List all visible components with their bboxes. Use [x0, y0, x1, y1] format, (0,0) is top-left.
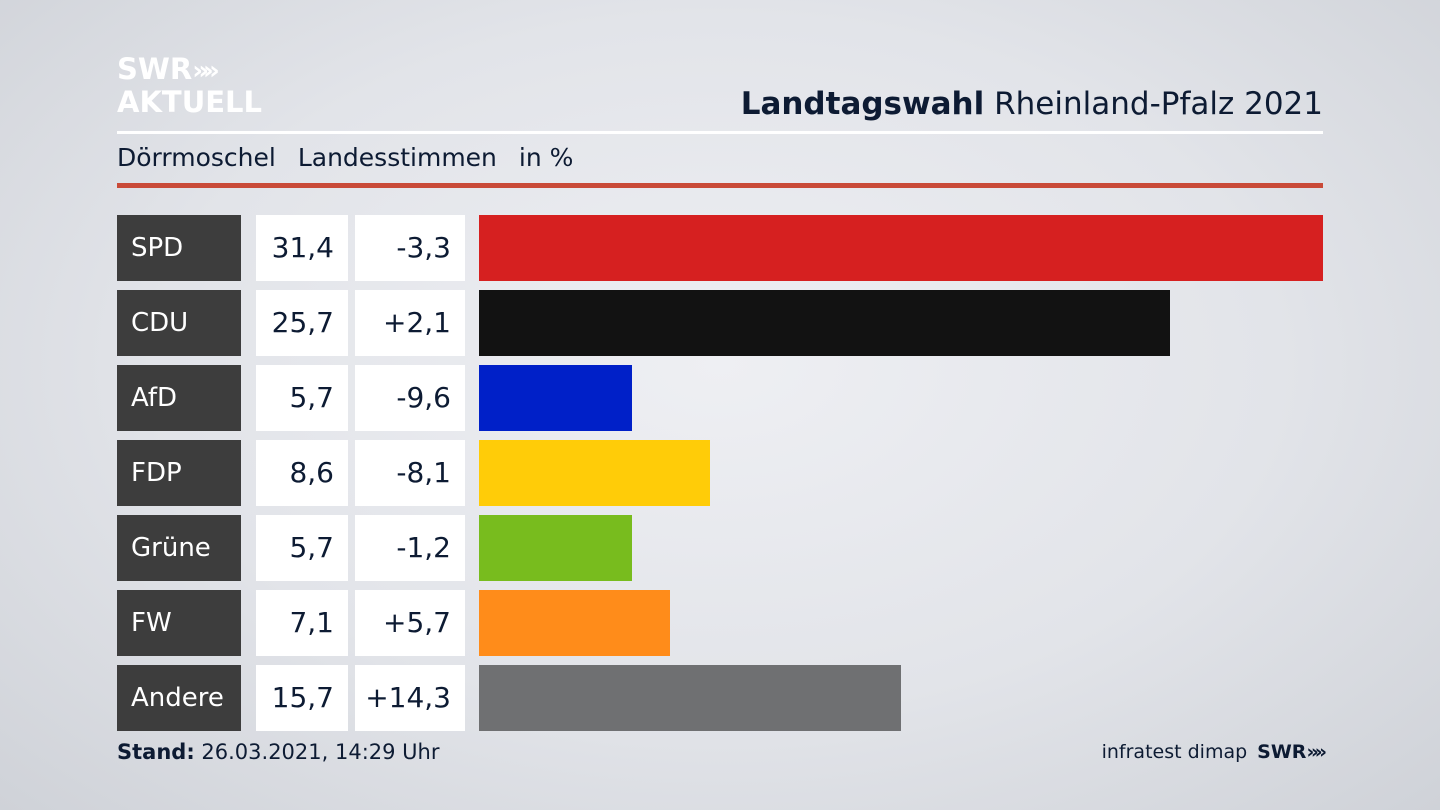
bar-andere	[479, 665, 901, 731]
stand-label: Stand:	[117, 740, 195, 764]
footer-swr-logo: SWR	[1257, 741, 1307, 763]
bar-fdp	[479, 440, 710, 506]
change-label: +2,1	[355, 290, 465, 356]
title-rest: Rheinland-Pfalz 2021	[984, 86, 1323, 122]
bar-afd	[479, 365, 632, 431]
value-label: 7,1	[256, 590, 348, 656]
timestamp: Stand: 26.03.2021, 14:29 Uhr	[117, 740, 440, 764]
change-label: -9,6	[355, 365, 465, 431]
value-label: 31,4	[256, 215, 348, 281]
party-label: FW	[117, 590, 241, 656]
party-label: SPD	[117, 215, 241, 281]
logo-swr-text: SWR	[117, 52, 193, 86]
bar-gr-ne	[479, 515, 632, 581]
value-label: 25,7	[256, 290, 348, 356]
source-credit: infratest dimap SWR»»	[1101, 741, 1328, 763]
footer-chevrons-icon: »	[1306, 741, 1318, 763]
source-label: infratest dimap	[1101, 741, 1248, 763]
bar-fw	[479, 590, 670, 656]
party-label: FDP	[117, 440, 241, 506]
party-label: Grüne	[117, 515, 241, 581]
logo-chevrons-icon: »	[192, 56, 209, 86]
change-label: -3,3	[355, 215, 465, 281]
change-label: +5,7	[355, 590, 465, 656]
bar-spd	[479, 215, 1323, 281]
page-title: Landtagswahl Rheinland-Pfalz 2021	[741, 86, 1323, 122]
logo-chevrons-icon-2: »	[203, 56, 220, 86]
change-label: +14,3	[355, 665, 465, 731]
logo-aktuell-text: AKTUELL	[117, 85, 263, 119]
value-label: 5,7	[256, 515, 348, 581]
party-label: Andere	[117, 665, 241, 731]
value-label: 15,7	[256, 665, 348, 731]
accent-divider	[117, 183, 1323, 188]
bar-cdu	[479, 290, 1170, 356]
value-label: 8,6	[256, 440, 348, 506]
title-bold: Landtagswahl	[740, 86, 985, 122]
swr-aktuell-logo: SWR»» AKTUELL	[117, 54, 262, 118]
stand-value: 26.03.2021, 14:29 Uhr	[194, 740, 440, 764]
measure-label: Landesstimmen	[297, 143, 497, 172]
party-label: CDU	[117, 290, 241, 356]
location-label: Dörrmoschel	[117, 143, 276, 172]
value-label: 5,7	[256, 365, 348, 431]
party-label: AfD	[117, 365, 241, 431]
change-label: -8,1	[355, 440, 465, 506]
subtitle: Dörrmoschel Landesstimmen in %	[117, 143, 595, 172]
footer-chevrons-icon-2: »	[1314, 741, 1327, 763]
title-divider	[117, 131, 1323, 134]
change-label: -1,2	[355, 515, 465, 581]
unit-label: in %	[518, 143, 574, 172]
